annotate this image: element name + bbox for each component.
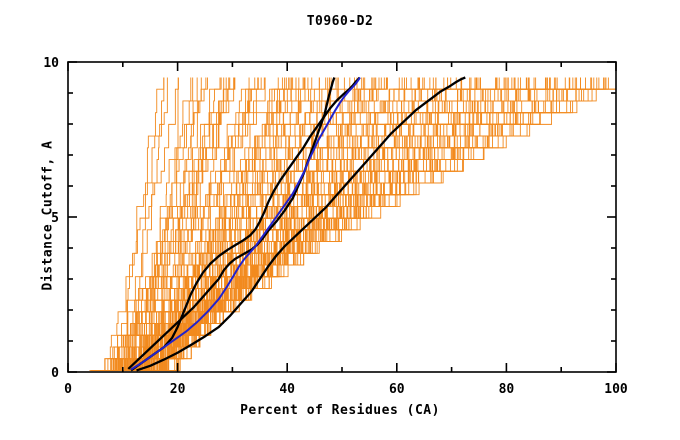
x-tick-label: 80: [499, 382, 515, 397]
model-curve: [161, 77, 607, 371]
axis-ticks: [67, 61, 617, 373]
model-curve: [120, 77, 304, 371]
black-curve-right: [136, 76, 466, 372]
y-tick-label: 10: [43, 56, 59, 71]
x-tick-label: 20: [170, 382, 186, 397]
model-curve: [89, 77, 165, 371]
x-axis-label: Percent of Residues (CA): [240, 403, 440, 418]
model-curve: [163, 77, 592, 371]
model-curve: [109, 77, 235, 371]
model-curve: [97, 77, 207, 371]
model-curve: [103, 77, 179, 371]
model-curve: [147, 77, 498, 371]
black-curve-middle: [130, 76, 361, 372]
x-tick-label: 100: [604, 382, 628, 397]
x-tick-label: 40: [279, 382, 295, 397]
chart-title: T0960-D2: [306, 14, 374, 29]
model-curve: [159, 77, 609, 371]
model-curve: [102, 77, 250, 371]
model-curve: [111, 77, 293, 371]
model-curve: [91, 77, 165, 371]
model-curve: [156, 77, 528, 371]
axis-tick-labels: 0 20 40 60 80 100 0 5 10: [43, 56, 628, 397]
y-tick-label: 5: [51, 211, 59, 226]
blue-curve: [130, 76, 361, 371]
model-curve: [174, 77, 616, 371]
model-curve: [101, 77, 221, 371]
background-curves-group: [89, 77, 616, 371]
model-curve: [106, 77, 202, 371]
model-curve: [102, 77, 283, 371]
model-curve: [90, 77, 208, 371]
y-tick-label: 0: [51, 366, 59, 381]
x-tick-label: 60: [389, 382, 405, 397]
x-tick-label: 0: [64, 382, 72, 397]
reference-curve-group: [130, 76, 361, 371]
model-curve: [169, 77, 600, 371]
